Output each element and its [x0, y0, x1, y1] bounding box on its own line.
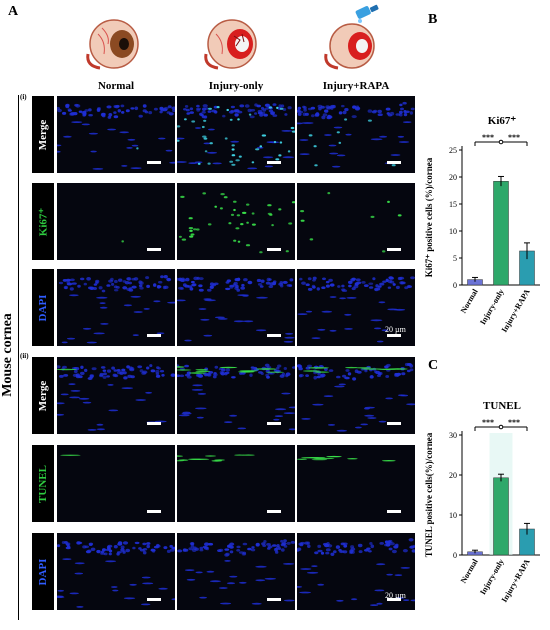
eye-injury-rapa-icon — [316, 14, 388, 74]
scale-bar — [267, 422, 281, 425]
x-tick-label-2: Injury+RAPA — [500, 287, 532, 334]
tunel-bar-chart: TUNEL TUNEL positive cells(%)/cornea 0 10 20… — [420, 395, 550, 625]
micrograph-merge-2 — [297, 96, 415, 173]
micrograph-dapi-1 — [177, 269, 295, 346]
micrograph-merge-1 — [177, 357, 295, 434]
micrograph-signal-2 — [297, 183, 415, 260]
scale-bar — [147, 598, 161, 601]
bar-1 — [493, 477, 509, 556]
micrograph-merge-1 — [177, 96, 295, 173]
panel-letter-a: A — [8, 4, 19, 19]
x-tick-label-1: Injury-only — [478, 558, 506, 597]
scale-bar — [387, 334, 401, 337]
row-label-merge-1: Merge — [32, 96, 54, 173]
y-tick-label: 20 — [449, 173, 457, 182]
sig-stars-1: *** — [508, 418, 520, 427]
micrograph-dapi-0 — [57, 533, 175, 610]
side-bracket-line — [18, 95, 19, 620]
scale-bar — [147, 334, 161, 337]
micrograph-signal-0 — [57, 183, 175, 260]
section-label-ii: (ii) — [20, 352, 29, 360]
micrograph-dapi-2 — [297, 533, 415, 610]
micrograph-merge-2 — [297, 357, 415, 434]
micrograph-dapi-1 — [177, 533, 295, 610]
panel-letter-c: C — [428, 358, 439, 373]
micrograph-signal-2 — [297, 445, 415, 522]
x-tick-label-2: Injury+RAPA — [500, 557, 532, 604]
ki67-bar-chart: Ki67⁺ Ki67⁺ positive cells (%)/cornea 0 5 10… — [420, 110, 550, 355]
eyedrop-bottle-icon — [352, 2, 382, 24]
scale-bar — [147, 510, 161, 513]
y-tick-label: 15 — [449, 200, 457, 209]
y-axis-label: Ki67⁺ positive cells (%)/cornea — [424, 157, 434, 277]
x-tick-label-1: Injury-only — [478, 288, 506, 327]
row-label-dapi-1: DAPI — [32, 269, 54, 346]
row-label-dapi-2: DAPI — [32, 533, 54, 610]
sig-stars-0: *** — [482, 418, 494, 427]
column-header-injury-only: Injury-only — [208, 80, 264, 92]
sig-stars-0: *** — [482, 133, 494, 142]
panel-letter-b: B — [428, 12, 438, 27]
scale-label-2: 20 µm — [385, 591, 406, 600]
section-label-i: (i) — [20, 93, 27, 101]
scale-bar — [147, 248, 161, 251]
row-label-tunel: TUNEL — [32, 445, 54, 522]
sig-center-marker — [498, 424, 504, 430]
scale-bar — [387, 510, 401, 513]
micrograph-signal-0 — [57, 445, 175, 522]
y-tick-label: 0 — [453, 551, 457, 560]
scale-bar — [387, 598, 401, 601]
chart-title: TUNEL — [483, 400, 521, 412]
scale-bar — [267, 598, 281, 601]
scale-bar — [387, 248, 401, 251]
scale-bar — [387, 161, 401, 164]
scale-bar — [267, 248, 281, 251]
y-tick-label: 0 — [453, 281, 457, 290]
eye-normal-icon — [78, 14, 150, 74]
scale-bar — [147, 422, 161, 425]
y-tick-label: 25 — [449, 146, 457, 155]
scale-bar — [147, 161, 161, 164]
scale-bar — [267, 161, 281, 164]
row-label-merge-2: Merge — [32, 357, 54, 434]
micrograph-signal-1 — [177, 445, 295, 522]
column-header-normal: Normal — [97, 80, 135, 92]
micrograph-dapi-0 — [57, 269, 175, 346]
y-tick-label: 10 — [449, 227, 457, 236]
x-tick-label-0: Normal — [459, 557, 480, 585]
scale-label-1: 20 µm — [385, 325, 406, 334]
chart-title: Ki67⁺ — [488, 115, 517, 127]
ki67-chart-svg: Ki67⁺ Ki67⁺ positive cells (%)/cornea 0 5 10… — [424, 115, 540, 334]
micrograph-merge-0 — [57, 357, 175, 434]
y-tick-label: 20 — [449, 471, 457, 480]
y-tick-label: 10 — [449, 511, 457, 520]
mouse-cornea-label: Mouse cornea — [0, 313, 15, 397]
sig-center-marker — [498, 139, 504, 145]
scale-bar — [387, 422, 401, 425]
y-axis-label: TUNEL positive cells(%)/cornea — [424, 432, 434, 557]
column-header-injury-rapa: Injury+RAPA — [322, 80, 390, 92]
tunel-chart-svg: TUNEL TUNEL positive cells(%)/cornea 0 10 20… — [424, 400, 540, 604]
y-tick-label: 5 — [453, 254, 457, 263]
micrograph-merge-0 — [57, 96, 175, 173]
micrograph-dapi-2 — [297, 269, 415, 346]
scale-bar — [267, 334, 281, 337]
bar-1 — [493, 181, 509, 286]
sig-stars-1: *** — [508, 133, 520, 142]
eye-injury-icon — [196, 14, 268, 74]
micrograph-signal-1 — [177, 183, 295, 260]
x-tick-label-0: Normal — [459, 287, 480, 315]
y-tick-label: 30 — [449, 431, 457, 440]
scale-bar — [267, 510, 281, 513]
row-label-ki67: Ki67⁺ — [32, 183, 54, 260]
